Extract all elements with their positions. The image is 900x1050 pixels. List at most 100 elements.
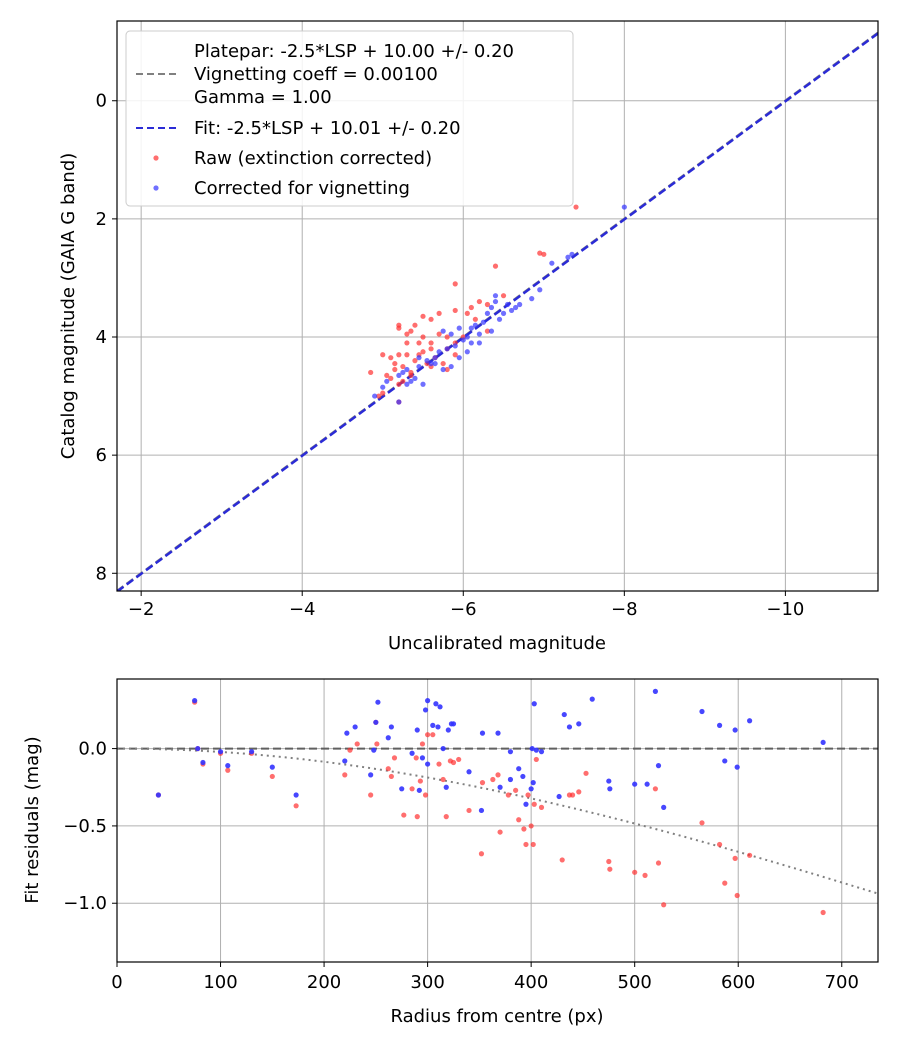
raw-residual-point — [225, 767, 231, 773]
corrected-point — [480, 319, 487, 325]
corrected-point — [448, 363, 454, 370]
corrected-point — [412, 375, 418, 381]
corrected-residual-point — [430, 722, 436, 728]
bottom-x-tick-label: 600 — [721, 972, 755, 993]
raw-residual-point — [413, 755, 419, 761]
corrected-residual-point — [433, 701, 439, 707]
corrected-residual-point — [200, 759, 206, 766]
corrected-residual-point — [507, 776, 514, 783]
corrected-point — [508, 307, 515, 314]
raw-point — [428, 316, 434, 322]
corrected-point — [432, 360, 438, 367]
bottom-ticks: 0 100 200 300 400 500 600 700 −1.0 −0.5 0.0 — [63, 739, 859, 993]
raw-residual-point — [391, 755, 398, 761]
raw-residual-point — [417, 778, 423, 784]
corrected-residual-point — [607, 786, 613, 792]
corrected-point — [500, 310, 507, 316]
bottom-lines — [117, 747, 878, 895]
corrected-residual-point — [531, 701, 537, 707]
corrected-residual-point — [425, 761, 431, 767]
raw-point — [388, 355, 394, 361]
raw-point — [396, 325, 402, 331]
bottom-vignetting-curve — [117, 747, 878, 895]
raw-residual-point — [523, 841, 529, 848]
raw-point — [444, 366, 450, 373]
raw-residual-point — [347, 747, 353, 753]
corrected-residual-point — [507, 749, 514, 755]
raw-residual-point — [450, 759, 457, 766]
corrected-point — [569, 251, 575, 257]
raw-residual-point — [495, 772, 501, 778]
legend-box — [125, 30, 574, 207]
raw-point — [484, 328, 491, 334]
corrected-residual-point — [533, 747, 539, 753]
corrected-point — [380, 384, 386, 390]
raw-point — [376, 393, 382, 399]
corrected-point — [476, 340, 482, 346]
raw-point — [396, 352, 402, 358]
corrected-residual-point — [655, 763, 662, 769]
corrected-point — [472, 322, 478, 328]
raw-residual-point — [490, 776, 496, 783]
corrected-point — [452, 343, 458, 349]
corrected-point — [444, 346, 450, 352]
corrected-point — [492, 293, 499, 299]
corrected-point — [484, 310, 491, 316]
corrected-point — [504, 301, 511, 308]
top-fit-line — [117, 32, 878, 591]
corrected-point — [440, 366, 446, 373]
legend-fit-label: Fit: -2.5*LSP + 10.01 +/- 0.20 — [194, 118, 461, 139]
raw-residual-point — [569, 792, 576, 798]
corrected-residual-point — [440, 745, 446, 752]
raw-point — [380, 390, 386, 396]
raw-residual-point — [466, 807, 472, 814]
corrected-residual-point — [217, 749, 224, 755]
corrected-residual-point — [589, 696, 595, 702]
raw-point — [388, 375, 394, 381]
raw-point — [436, 331, 442, 337]
corrected-point — [492, 298, 499, 305]
corrected-residual-point — [368, 772, 374, 778]
raw-point — [420, 349, 426, 355]
raw-point — [436, 310, 442, 316]
raw-point — [404, 352, 410, 358]
raw-point — [392, 366, 398, 373]
raw-residual-point — [440, 776, 446, 783]
raw-residual-point — [528, 823, 534, 829]
corrected-residual-point — [652, 688, 658, 694]
corrected-point — [396, 372, 402, 379]
raw-residual-point — [820, 909, 826, 916]
raw-residual-point — [354, 741, 360, 747]
corrected-point — [517, 301, 523, 308]
raw-residual-point — [478, 851, 485, 857]
raw-residual-point — [497, 829, 503, 835]
corrected-residual-point — [435, 724, 441, 730]
bottom-x-tick-label: 700 — [825, 972, 859, 993]
bottom-x-tick-label: 300 — [410, 972, 444, 993]
raw-residual-point — [606, 858, 612, 865]
corrected-point — [416, 355, 422, 361]
raw-residual-point — [521, 826, 527, 832]
bottom-x-tick-label: 500 — [618, 972, 652, 993]
legend-platepar-line-1: Platepar: -2.5*LSP + 10.00 +/- 0.20 — [194, 41, 514, 62]
raw-point — [440, 360, 446, 367]
corrected-residual-point — [248, 749, 255, 755]
raw-point — [468, 304, 474, 311]
corrected-residual-point — [414, 727, 420, 733]
raw-point — [392, 360, 398, 367]
raw-point — [408, 328, 414, 334]
corrected-point — [476, 331, 482, 337]
corrected-point — [621, 204, 627, 210]
raw-point — [400, 378, 406, 384]
corrected-residual-point — [192, 698, 198, 704]
corrected-point — [436, 349, 442, 355]
corrected-point — [468, 325, 474, 331]
raw-point — [492, 263, 499, 269]
raw-residual-point — [559, 857, 565, 863]
raw-residual-point — [583, 770, 589, 776]
corrected-residual-point — [556, 793, 562, 800]
corrected-point — [496, 316, 503, 322]
corrected-residual-point — [342, 758, 348, 764]
raw-point — [380, 352, 386, 358]
bottom-x-tick-label: 400 — [514, 972, 548, 993]
